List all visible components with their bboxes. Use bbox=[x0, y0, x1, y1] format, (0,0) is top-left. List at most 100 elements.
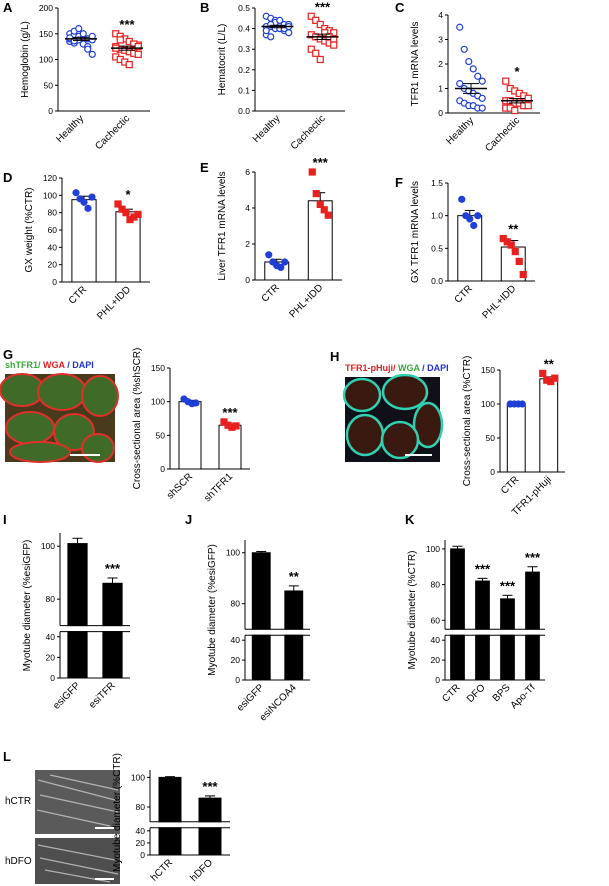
y-tick-label: 20 bbox=[231, 655, 241, 665]
y-axis-label: GX TFR1 mRNA levels bbox=[410, 181, 421, 283]
panel-label: E bbox=[200, 160, 209, 175]
y-tick-label: 20 bbox=[46, 652, 56, 662]
panel-label: F bbox=[395, 175, 403, 190]
y-tick-label: 50 bbox=[44, 80, 54, 90]
image-label-part: shTFR1/ bbox=[5, 360, 41, 370]
data-point bbox=[192, 399, 200, 407]
data-point bbox=[265, 251, 273, 259]
y-tick-label: 0 bbox=[50, 673, 55, 683]
data-point bbox=[88, 193, 96, 201]
y-axis-label: Hemoglobin (g/L) bbox=[20, 21, 31, 98]
x-tick-label: Cachectic bbox=[289, 113, 328, 152]
y-axis-label: Liver TFR1 mRNA levels bbox=[217, 171, 228, 280]
y-axis-label: Myotube diameter (%CTR) bbox=[407, 551, 418, 670]
data-point bbox=[330, 41, 338, 49]
x-tick-label: DFO bbox=[465, 682, 488, 705]
data-point bbox=[267, 33, 275, 41]
x-tick-label: hDFO bbox=[188, 857, 215, 884]
y-tick-label: 0 bbox=[140, 850, 145, 860]
bar bbox=[67, 631, 88, 679]
y-axis-label: Hematocrit (L/L) bbox=[217, 24, 228, 96]
y-axis-label: Cross-sectional area (%CTR) bbox=[462, 356, 473, 487]
data-point bbox=[330, 35, 338, 43]
y-tick-label: 40 bbox=[136, 826, 146, 836]
panel-label: C bbox=[395, 0, 405, 15]
panel-label: D bbox=[3, 170, 12, 185]
bar bbox=[284, 634, 304, 681]
x-tick-label: CTR bbox=[453, 283, 475, 305]
x-tick-label: Healthy bbox=[251, 113, 283, 145]
y-tick-label: 1.0 bbox=[431, 211, 443, 221]
panel-label: G bbox=[3, 347, 13, 362]
y-axis-label: Myotube diameter (%esiGFP) bbox=[207, 544, 218, 676]
y-tick-label: 60 bbox=[48, 225, 58, 235]
x-tick-label: Cachectic bbox=[93, 113, 132, 152]
data-point bbox=[122, 209, 130, 217]
image-label-part: / DAPI bbox=[65, 360, 94, 370]
data-point bbox=[524, 102, 532, 110]
data-point bbox=[324, 211, 332, 219]
image-row-label: hCTR bbox=[5, 796, 31, 807]
image-label: TFR1-pHuji/ WGA / DAPI bbox=[345, 363, 449, 373]
x-tick-label: esiGFP bbox=[235, 682, 267, 714]
data-point bbox=[469, 65, 477, 73]
y-tick-label: 40 bbox=[231, 635, 241, 645]
y-tick-label: 40 bbox=[46, 632, 56, 642]
bar bbox=[539, 378, 559, 473]
y-tick-label: 0.0 bbox=[238, 106, 250, 116]
data-point bbox=[458, 195, 466, 203]
y-tick-label: 0.1 bbox=[238, 85, 250, 95]
panel-label: H bbox=[330, 349, 339, 364]
bar bbox=[251, 552, 271, 630]
bar bbox=[450, 548, 465, 630]
data-point bbox=[316, 55, 324, 64]
panel-label: B bbox=[200, 0, 209, 15]
image-label-part: WGA bbox=[396, 363, 421, 373]
data-point bbox=[518, 400, 526, 408]
y-tick-label: 3 bbox=[438, 35, 443, 45]
y-axis-label: Cross-sectional area (%shSCR) bbox=[132, 348, 143, 490]
data-point bbox=[320, 206, 328, 214]
x-tick-label: esiGFP bbox=[51, 680, 83, 712]
y-tick-label: 4 bbox=[438, 10, 443, 20]
y-tick-label: 200 bbox=[39, 3, 53, 13]
y-tick-label: 80 bbox=[231, 599, 241, 609]
x-tick-label: PHL+IDD bbox=[288, 282, 326, 320]
bar bbox=[218, 424, 242, 470]
data-point bbox=[519, 270, 527, 279]
image-label-part: / DAPI bbox=[420, 363, 449, 373]
y-tick-label: 0 bbox=[435, 675, 440, 685]
y-tick-label: 1.5 bbox=[431, 178, 443, 188]
y-tick-label: 150 bbox=[481, 365, 495, 375]
significance: ** bbox=[544, 356, 555, 371]
y-tick-label: 100 bbox=[131, 772, 145, 782]
bar bbox=[198, 827, 222, 856]
bar bbox=[102, 582, 123, 627]
y-tick-label: 100 bbox=[426, 544, 440, 554]
data-point bbox=[478, 77, 486, 85]
data-point bbox=[281, 258, 289, 266]
data-point bbox=[72, 189, 80, 197]
bar bbox=[67, 543, 88, 627]
data-point bbox=[478, 94, 486, 102]
bar bbox=[457, 215, 483, 282]
bar bbox=[475, 634, 490, 681]
image-label: shTFR1/ WGA / DAPI bbox=[5, 360, 94, 370]
data-point bbox=[232, 422, 240, 430]
significance: *** bbox=[105, 561, 121, 576]
data-point bbox=[478, 104, 486, 112]
bar bbox=[525, 571, 540, 630]
data-point bbox=[515, 257, 523, 265]
data-point bbox=[539, 369, 547, 377]
y-tick-label: 80 bbox=[431, 580, 441, 590]
y-axis-label: Myotube diameter (%esiGFP) bbox=[22, 540, 33, 672]
data-point bbox=[88, 50, 96, 58]
y-axis-label: GX weight (%CTR) bbox=[24, 187, 35, 272]
micrograph-h bbox=[342, 373, 444, 462]
bar bbox=[450, 634, 465, 681]
bar bbox=[500, 634, 515, 681]
bar bbox=[525, 634, 540, 681]
y-tick-label: 1 bbox=[438, 84, 443, 94]
